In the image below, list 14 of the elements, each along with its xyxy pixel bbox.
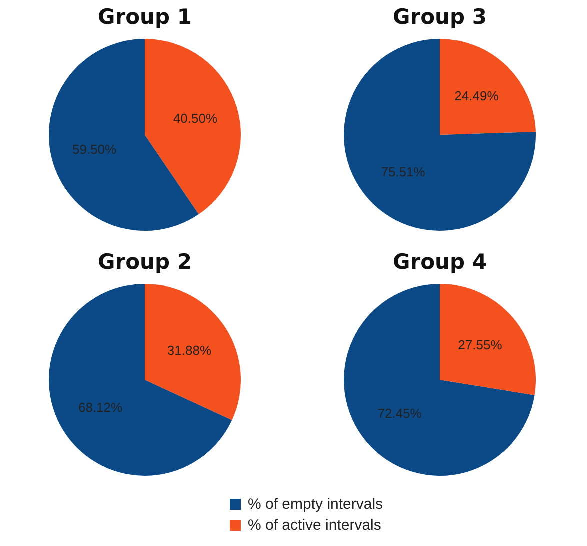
data-label: 24.49%	[454, 88, 500, 104]
data-label: 68.12%	[78, 400, 124, 416]
data-label: 72.45%	[378, 406, 422, 421]
chart-title: Group 4	[392, 250, 488, 274]
chart-title: Group 2	[97, 250, 193, 274]
data-label: 27.55%	[458, 337, 503, 352]
chart-title: Group 3	[392, 5, 488, 29]
legend-label: % of active intervals	[248, 517, 382, 534]
legend-label: % of empty intervals	[248, 496, 384, 513]
chart-title: Group 1	[97, 5, 193, 29]
data-label: 31.88%	[167, 343, 212, 358]
data-label: 75.51%	[381, 164, 426, 180]
data-label: 59.50%	[72, 142, 118, 158]
data-label: 40.50%	[173, 111, 218, 126]
